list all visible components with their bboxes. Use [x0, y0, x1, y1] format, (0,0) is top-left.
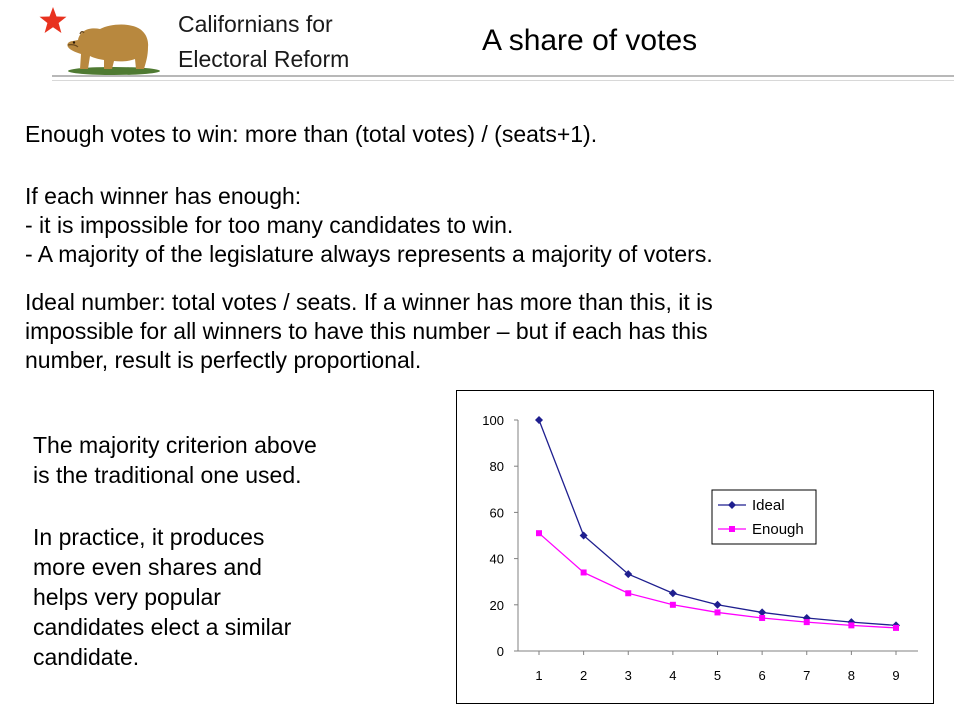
legend-label-ideal: Ideal	[752, 497, 785, 514]
grizzly-bear-icon	[67, 24, 160, 75]
line-chart: 0 20 40 60 80 100 1 2 3 4 5 6 7 8 9 Ideal Enough	[482, 413, 918, 683]
data-point-enough	[625, 590, 632, 597]
data-point-enough	[536, 530, 542, 537]
x-tick-label: 2	[580, 668, 587, 683]
y-tick-label: 20	[490, 598, 504, 613]
x-tick-label: 9	[892, 668, 899, 683]
ideal-paragraph-line: number, result is perfectly proportional…	[25, 347, 422, 373]
intro-line: - A majority of the legislature always r…	[25, 241, 713, 267]
header-divider	[52, 75, 954, 77]
side-note-line: In practice, it produces	[33, 524, 265, 550]
intro-line: Enough votes to win: more than (total vo…	[25, 121, 598, 147]
y-tick-label: 80	[490, 459, 504, 474]
data-point-enough	[893, 624, 899, 631]
data-point-enough	[669, 601, 676, 608]
side-note-line: The majority criterion above	[33, 432, 317, 458]
y-tick-label: 0	[497, 644, 504, 659]
data-point-ideal	[668, 589, 677, 598]
red-star-icon	[39, 7, 67, 33]
data-point-enough	[580, 569, 587, 576]
ideal-paragraph-line: Ideal number: total votes / seats. If a …	[25, 289, 713, 315]
x-tick-label: 5	[714, 668, 721, 683]
side-note-line: candidates elect a similar	[33, 614, 292, 640]
y-tick-label: 40	[490, 552, 504, 567]
data-point-ideal	[579, 531, 588, 540]
side-note-line: more even shares and	[33, 554, 262, 580]
y-tick-label: 60	[490, 505, 504, 520]
data-point-enough	[759, 614, 766, 621]
side-note-line: candidate.	[33, 644, 140, 670]
data-point-ideal	[758, 608, 767, 617]
slide-title: A share of votes	[482, 24, 698, 57]
x-tick-label: 1	[535, 668, 542, 683]
data-point-ideal	[535, 416, 543, 424]
x-tick-label: 3	[625, 668, 632, 683]
data-point-ideal	[713, 600, 722, 609]
y-tick-label: 100	[482, 413, 504, 428]
header-divider-shadow	[52, 80, 954, 81]
side-note-line: helps very popular	[33, 584, 221, 610]
side-note-line: is the traditional one used.	[33, 462, 302, 488]
org-name-line2: Electoral Reform	[178, 46, 350, 72]
org-name-line1: Californians for	[178, 11, 333, 37]
legend-label-enough: Enough	[752, 521, 804, 538]
chart-legend	[711, 489, 817, 545]
data-point-enough	[729, 526, 735, 532]
data-point-ideal	[624, 570, 633, 579]
intro-line: If each winner has enough:	[25, 183, 302, 209]
x-tick-label: 6	[759, 668, 766, 683]
x-tick-label: 8	[848, 668, 855, 683]
x-tick-label: 7	[803, 668, 810, 683]
data-point-enough	[714, 609, 721, 616]
x-tick-label: 4	[669, 668, 676, 683]
data-point-enough	[803, 619, 810, 626]
chart-frame: 0 20 40 60 80 100 1 2 3 4 5 6 7 8 9 Ideal Enough	[456, 390, 934, 704]
data-point-ideal	[728, 501, 736, 509]
intro-line: - it is impossible for too many candidat…	[25, 212, 514, 238]
data-point-enough	[848, 622, 855, 629]
ideal-paragraph-line: impossible for all winners to have this …	[25, 318, 708, 344]
